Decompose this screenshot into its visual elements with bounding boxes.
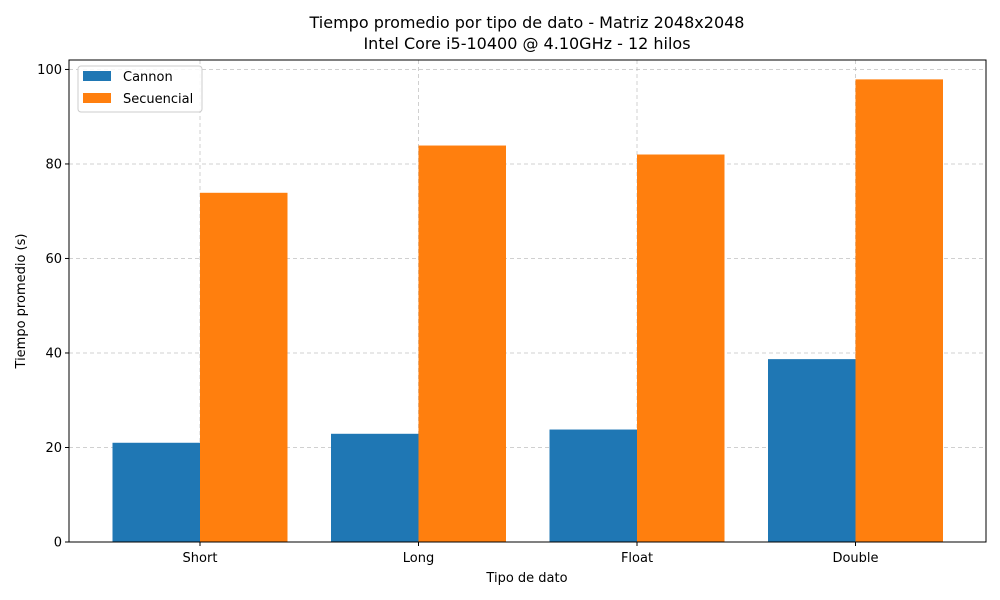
bar-secuencial-short bbox=[200, 192, 288, 543]
y-tick-label: 20 bbox=[45, 441, 62, 456]
x-axis-label: Tipo de dato bbox=[485, 571, 567, 586]
bar-secuencial-long bbox=[418, 145, 506, 542]
y-tick-label: 40 bbox=[45, 346, 62, 361]
x-tick-label: Long bbox=[403, 551, 434, 566]
bars bbox=[112, 79, 943, 543]
y-axis-ticks: 0 20 40 60 80 100 bbox=[37, 63, 69, 551]
legend-label-cannon: Cannon bbox=[123, 70, 173, 85]
x-tick-label: Double bbox=[832, 551, 878, 566]
plot-frame bbox=[68, 59, 987, 543]
chart-subtitle: Intel Core i5-10400 @ 4.10GHz - 12 hilos bbox=[363, 34, 690, 53]
chart-title: Tiempo promedio por tipo de dato - Matri… bbox=[309, 13, 745, 32]
legend-swatch-cannon bbox=[83, 71, 111, 81]
legend-label-secuencial: Secuencial bbox=[123, 92, 193, 107]
x-tick-label: Short bbox=[183, 551, 218, 566]
bar-cannon-short bbox=[112, 442, 200, 542]
bar-secuencial-float bbox=[637, 154, 725, 542]
y-axis-label: Tiempo promedio (s) bbox=[14, 234, 29, 370]
x-axis-ticks: Short Long Float Double bbox=[183, 542, 879, 566]
y-tick-label: 80 bbox=[45, 157, 62, 172]
bar-cannon-long bbox=[331, 433, 419, 542]
x-tick-label: Float bbox=[621, 551, 653, 566]
bar-cannon-double bbox=[768, 359, 856, 542]
y-tick-label: 60 bbox=[45, 252, 62, 267]
y-tick-label: 0 bbox=[54, 536, 62, 551]
bar-cannon-float bbox=[549, 429, 637, 542]
y-tick-label: 100 bbox=[37, 63, 62, 78]
legend: Cannon Secuencial bbox=[77, 65, 203, 113]
legend-swatch-secuencial bbox=[83, 93, 111, 103]
bar-secuencial-double bbox=[855, 79, 943, 542]
